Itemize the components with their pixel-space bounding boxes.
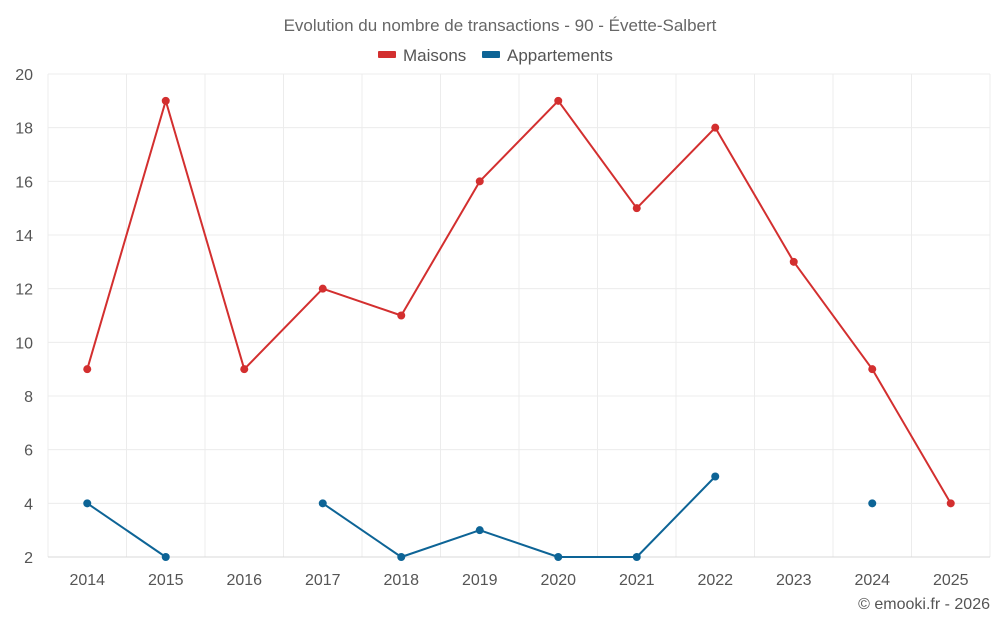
legend-swatch-maisons [378, 51, 396, 58]
axes: 2 4 6 8 10 12 14 16 18 20 2014 2015 2016 2017 2018 2019… [15, 67, 990, 589]
legend-label-maisons: Maisons [403, 46, 466, 65]
y-tick-label: 2 [24, 550, 33, 567]
data-point-appartements[interactable] [711, 472, 720, 481]
x-tick-label: 2015 [148, 572, 184, 589]
data-point-maisons[interactable] [161, 96, 170, 105]
legend-item-maisons[interactable]: Maisons [378, 46, 466, 65]
data-point-maisons[interactable] [632, 204, 641, 213]
data-point-appartements[interactable] [554, 553, 563, 561]
legend-item-appartements[interactable]: Appartements [482, 46, 613, 65]
x-tick-label: 2016 [226, 572, 262, 589]
x-tick-label: 2019 [462, 572, 498, 589]
x-tick-label: 2023 [776, 572, 812, 589]
data-point-maisons[interactable] [475, 177, 484, 186]
series-appartements [83, 472, 877, 561]
data-point-appartements[interactable] [83, 499, 92, 508]
legend-label-appartements: Appartements [507, 46, 613, 65]
y-tick-label: 8 [24, 389, 33, 406]
data-point-maisons[interactable] [711, 123, 720, 132]
x-tick-label: 2018 [383, 572, 419, 589]
legend-swatch-appartements [482, 51, 500, 58]
data-point-appartements[interactable] [397, 553, 406, 561]
data-point-maisons[interactable] [554, 96, 563, 105]
data-point-appartements[interactable] [868, 499, 877, 508]
legend: Maisons Appartements [378, 46, 613, 65]
data-point-appartements[interactable] [318, 499, 327, 508]
y-tick-label: 12 [15, 282, 33, 299]
grid [47, 73, 991, 557]
y-tick-label: 10 [15, 335, 33, 352]
data-point-maisons[interactable] [789, 257, 798, 266]
credit-text: © emooki.fr - 2026 [858, 596, 990, 613]
series-line-appartements [322, 475, 716, 558]
chart-title: Evolution du nombre de transactions - 90… [284, 16, 717, 35]
data-point-maisons[interactable] [397, 311, 406, 320]
x-tick-label: 2024 [854, 572, 890, 589]
series [83, 96, 955, 561]
series-line-appartements [86, 502, 167, 558]
y-tick-label: 18 [15, 121, 33, 138]
y-tick-label: 20 [15, 67, 33, 84]
x-tick-label: 2014 [69, 572, 105, 589]
y-tick-label: 4 [24, 496, 33, 513]
data-point-maisons[interactable] [318, 284, 327, 293]
x-tick-label: 2022 [697, 572, 733, 589]
data-point-maisons[interactable] [240, 365, 249, 374]
data-point-maisons[interactable] [868, 365, 877, 374]
series-maisons [83, 96, 955, 508]
x-tick-label: 2017 [305, 572, 341, 589]
data-point-appartements[interactable] [632, 553, 641, 561]
data-point-maisons[interactable] [946, 499, 955, 508]
y-tick-label: 14 [15, 228, 33, 245]
x-tick-label: 2020 [540, 572, 576, 589]
data-point-maisons[interactable] [83, 365, 92, 374]
y-tick-label: 6 [24, 443, 33, 460]
data-point-appartements[interactable] [161, 553, 170, 561]
x-tick-label: 2025 [933, 572, 969, 589]
y-tick-label: 16 [15, 174, 33, 191]
series-line-maisons [86, 99, 952, 504]
data-point-appartements[interactable] [475, 526, 484, 535]
x-tick-label: 2021 [619, 572, 655, 589]
